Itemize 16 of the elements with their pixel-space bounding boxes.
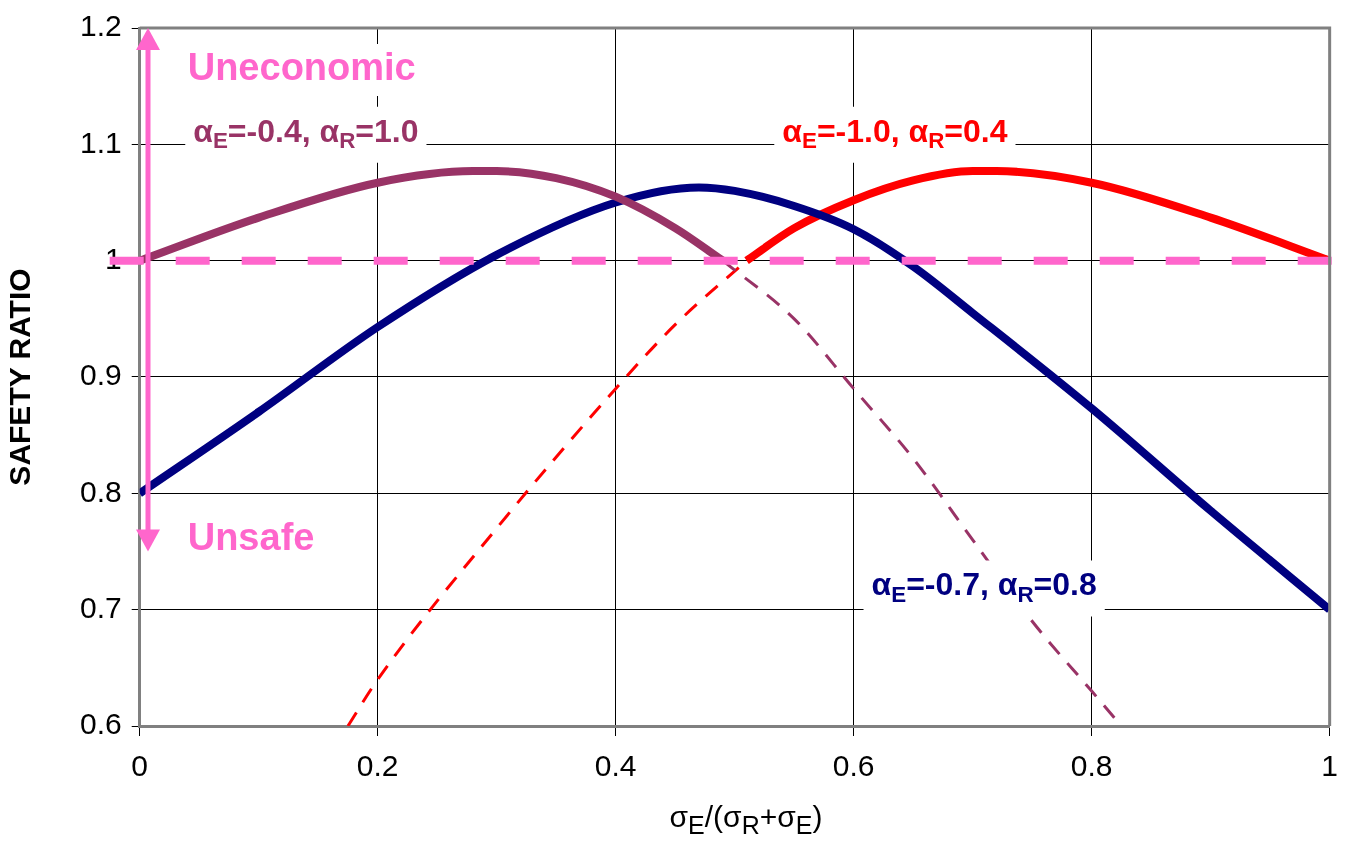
x-tick-label: 0 [131,749,149,783]
y-tick-label: 1.2 [79,9,122,43]
x-tick-label: 0.2 [356,749,399,783]
x-tick-label: 0.6 [832,749,875,783]
x-tick-label: 1 [1321,749,1338,783]
annotation: Uneconomic [187,46,416,89]
y-axis-title: SAFETY RATIO [3,268,37,486]
x-axis-title: σ$_{E}$/(σ$_{R}$+σ$_{E}$) [668,800,824,840]
x-tick-label: 0.8 [1070,749,1113,783]
x-tick-label: 0.4 [594,749,637,783]
y-tick-label: 0.8 [79,474,122,508]
y-tick-label: 0.6 [79,707,122,741]
annotation: Unsafe [187,516,315,559]
y-tick-label: 0.9 [79,358,122,392]
y-tick-label: 1.1 [79,125,122,159]
y-tick-label: 0.7 [79,590,122,624]
